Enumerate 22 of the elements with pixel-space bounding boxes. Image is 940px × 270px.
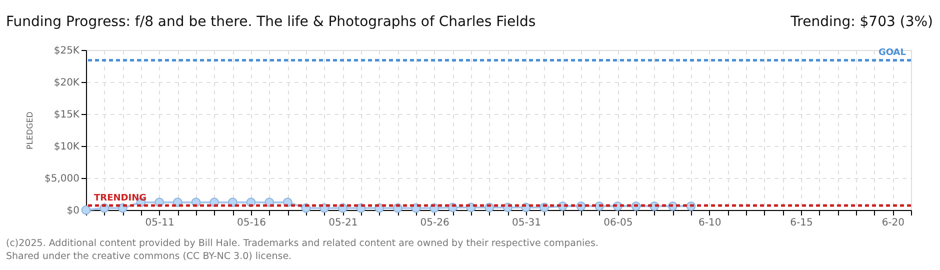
y-tick-label: $10K — [54, 142, 80, 152]
x-tick-label: 05-21 — [328, 218, 358, 228]
y-tick-label: $20K — [54, 78, 80, 88]
text: Trending: $703 (3%) — [790, 14, 933, 30]
y-tick-label: $0 — [66, 206, 80, 216]
x-tick-label: 6-20 — [882, 218, 905, 228]
x-tick-label: 6-10 — [698, 218, 722, 228]
ref-line-label: GOAL — [878, 48, 906, 58]
text: (c)2025. Additional content provided by Bill Hale. Trademarks and related content are owned by their respective companies. — [6, 238, 598, 249]
chart-title: Funding Progress: f/8 and be there. The life & Photographs of Charles Fields — [6, 14, 536, 30]
x-tick-label: 05-11 — [145, 218, 174, 228]
ref-line-label: TRENDING — [94, 194, 146, 204]
text: Shared under the creative commons (CC BY-NC 3.0) license. — [6, 251, 292, 262]
y-axis-title: PLEDGED — [26, 112, 35, 150]
y-tick-label: $5,000 — [44, 174, 80, 184]
x-tick-label: 05-16 — [236, 218, 266, 228]
x-tick-label: 05-31 — [512, 218, 542, 228]
y-tick-label: $25K — [54, 46, 80, 56]
x-tick-label: 06-05 — [604, 218, 633, 228]
y-tick-label: $15K — [54, 110, 80, 120]
x-tick-label: 6-15 — [790, 218, 813, 228]
x-tick-label: 05-26 — [420, 218, 450, 228]
